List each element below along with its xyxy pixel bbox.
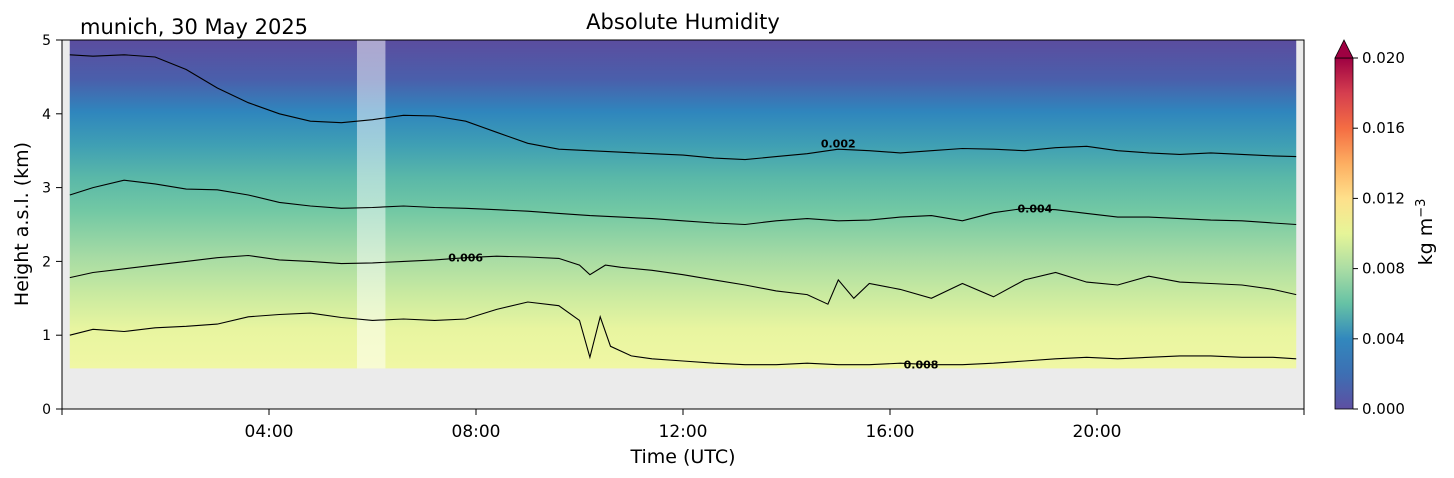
x-axis-ticks: 04:00 08:00 12:00 16:00 20:00 (61, 409, 1305, 442)
chart-subtitle: munich, 30 May 2025 (80, 15, 308, 39)
x-tick-label: 04:00 (245, 422, 294, 442)
y-tick-label: 5 (42, 33, 51, 49)
missing-data-gap (356, 40, 386, 369)
y-tick-label: 3 (42, 181, 51, 197)
x-tick-label: 20:00 (1073, 422, 1122, 442)
y-axis-ticks: 0 1 2 3 4 5 (42, 33, 62, 418)
y-tick-label: 2 (42, 254, 51, 270)
colorbar-tick-label: 0.020 (1362, 49, 1405, 67)
x-tick-label: 08:00 (452, 422, 501, 442)
colorbar-tick-label: 0.016 (1362, 119, 1405, 137)
x-tick-label: 16:00 (866, 422, 915, 442)
contour-label-1: 0.004 (1018, 202, 1053, 215)
colorbar-label-unit: kg m (1415, 218, 1437, 266)
colorbar-ticks: 0.000 0.004 0.008 0.012 0.016 0.020 (1353, 49, 1405, 418)
y-axis-label: Height a.s.l. (km) (11, 142, 33, 306)
y-tick-label: 4 (42, 107, 51, 123)
x-axis-label: Time (UTC) (629, 446, 735, 468)
colorbar-tick-label: 0.004 (1362, 330, 1405, 348)
colorbar-tick-label: 0.008 (1362, 260, 1405, 278)
colorbar-label: kg m−3 (1414, 199, 1437, 266)
contour-label-0: 0.002 (821, 137, 856, 150)
contour-line-3 (69, 301, 1297, 366)
y-tick-label: 1 (42, 328, 51, 344)
colorbar-label-exponent: −3 (1414, 199, 1429, 218)
contour-lines: 0.002 0.004 0.006 0.008 (69, 54, 1297, 372)
contour-line-2 (69, 254, 1297, 305)
contour-label-2: 0.006 (448, 252, 483, 265)
colorbar-tick-label: 0.012 (1362, 189, 1405, 207)
contour-label-3: 0.008 (904, 359, 939, 372)
humidity-field (69, 40, 1297, 369)
colorbar: 0.000 0.004 0.008 0.012 0.016 0.020 kg m−3 (1334, 39, 1437, 418)
contour-line-1 (69, 179, 1297, 226)
contour-line-0 (69, 54, 1297, 161)
colorbar-extend-arrow (1334, 39, 1354, 59)
y-tick-label: 0 (42, 402, 51, 418)
chart-title: Absolute Humidity (586, 10, 780, 34)
colorbar-tick-label: 0.000 (1362, 400, 1405, 418)
x-tick-label: 12:00 (659, 422, 708, 442)
plot-area: 0.002 0.004 0.006 0.008 (61, 39, 1305, 410)
colorbar-gradient (1334, 57, 1354, 410)
